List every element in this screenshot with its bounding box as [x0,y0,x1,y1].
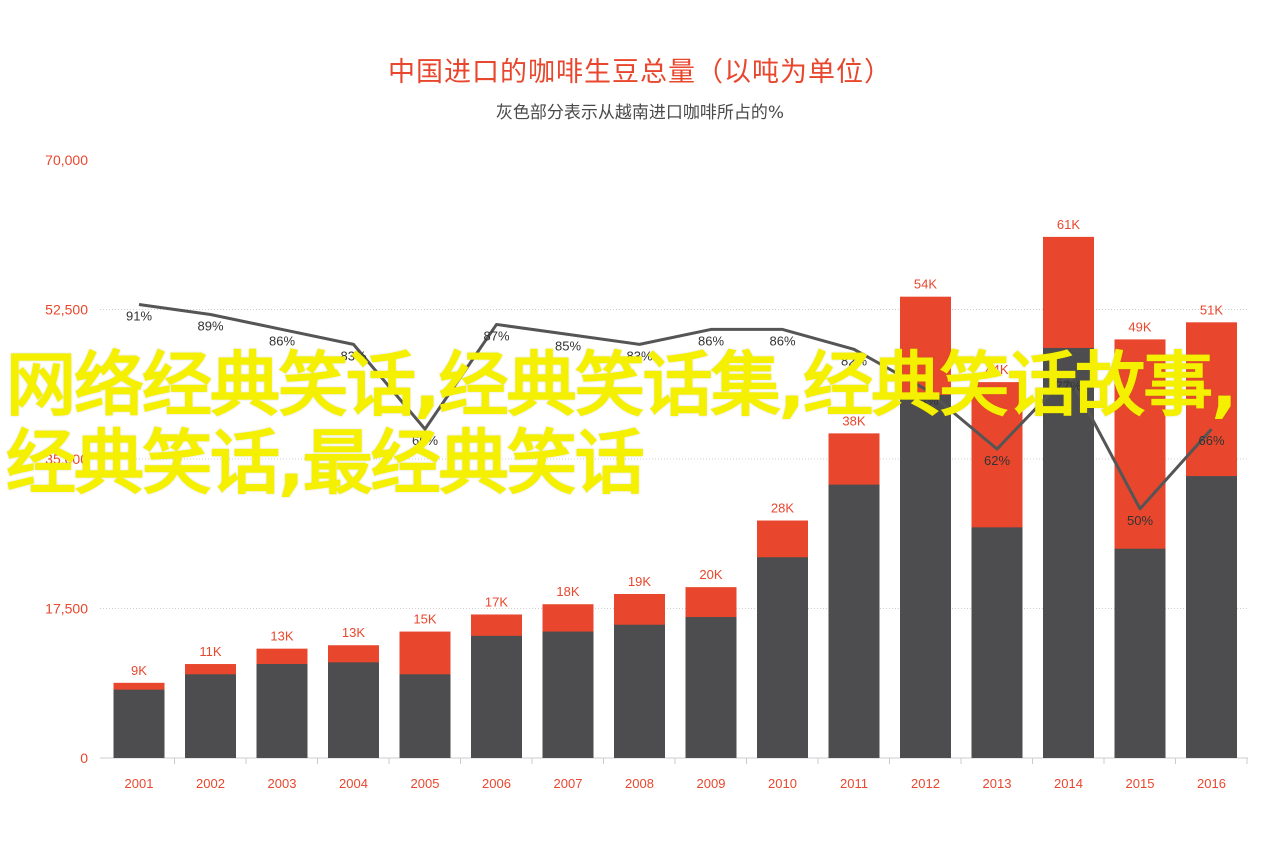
pct-label: 83% [340,348,366,363]
bar-value-label: 9K [131,663,147,678]
bar-vietnam [1186,476,1237,758]
bar-value-label: 11K [199,644,221,659]
bar-value-label: 51K [1200,302,1223,317]
x-tick-label: 2008 [625,776,654,791]
bar-value-label: 28K [771,501,794,516]
bar-value-label: 18K [556,584,579,599]
pct-label: 86% [269,333,295,348]
pct-label: 83% [626,348,652,363]
bar-vietnam [1043,347,1094,758]
bar-value-label: 54K [914,277,937,292]
labels: 9K 11K 13K 13K 15K 17K 18K 19K 20K 28K 38K 54K 44K 61… [126,217,1225,678]
y-tick-label: 52,500 [45,302,88,318]
bar-value-label: 49K [1128,319,1151,334]
x-tick-label: 2009 [697,776,726,791]
x-tick-label: 2012 [911,776,940,791]
x-tick-label: 2002 [196,776,225,791]
chart-subtitle: 灰色部分表示从越南进口咖啡所占的% [495,103,785,123]
bar-vietnam [828,484,880,758]
pct-label: 77% [1055,378,1081,393]
bar-value-label: 44K [985,362,1008,377]
x-tick-label: 2003 [268,776,297,791]
bar-value-label: 19K [628,574,651,589]
x-tick-label: 2001 [125,776,154,791]
x-tick-label: 2010 [768,776,797,791]
bar-vietnam [185,674,236,758]
bar-vietnam [471,635,522,758]
bar-vietnam [614,624,665,758]
x-tick-label: 2011 [840,776,868,791]
bars [113,236,1237,758]
bar-vietnam [328,662,379,758]
y-tick-label: 17,500 [45,601,88,617]
chart-title: 中国进口的咖啡生豆总量（以吨为单位） [388,57,892,88]
bar-vietnam [685,617,737,758]
pct-label: 86% [698,333,724,348]
bar-vietnam [399,674,451,758]
x-tick-label: 2015 [1126,776,1155,791]
pct-label: 82% [841,353,867,368]
bar-value-label: 38K [842,413,865,428]
x-tick-label: 2013 [983,776,1012,791]
bar-value-label: 17K [485,594,508,609]
y-tick-label: 35,000 [45,451,88,467]
bar-value-label: 13K [270,629,293,644]
vietnam-share-line [138,303,1213,511]
bar-vietnam [1114,548,1166,758]
x-tick-label: 2016 [1197,776,1226,791]
bar-value-label: 13K [342,625,365,640]
bar-value-label: 20K [699,567,722,582]
x-tick-label: 2005 [411,776,440,791]
pct-label: 66% [412,433,438,448]
x-tick-label: 2007 [554,776,583,791]
y-tick-label: 0 [80,750,88,766]
bar-vietnam [256,664,308,758]
y-tick-label: 70,000 [45,152,88,168]
x-tick-label: 2006 [482,776,511,791]
pct-label: 85% [555,338,581,353]
bar-value-label: 61K [1057,217,1080,232]
x-tick-label: 2014 [1054,776,1083,791]
pct-label: 50% [1127,513,1153,528]
bar-vietnam [757,557,808,758]
pct-label: 86% [769,333,795,348]
x-tick-label: 2004 [339,776,368,791]
line-series-vietnam-share [138,303,1213,511]
pct-label: 87% [483,328,509,343]
bar-vietnam [542,631,594,758]
bar-vietnam [971,527,1023,758]
pct-label: 62% [984,453,1010,468]
bar-value-label: 15K [413,612,436,627]
pct-label: 74% [912,393,938,408]
pct-label: 66% [1198,433,1224,448]
bar-vietnam [113,689,165,758]
pct-label: 89% [197,318,223,333]
bar-vietnam [900,394,951,758]
pct-label: 91% [126,309,152,324]
